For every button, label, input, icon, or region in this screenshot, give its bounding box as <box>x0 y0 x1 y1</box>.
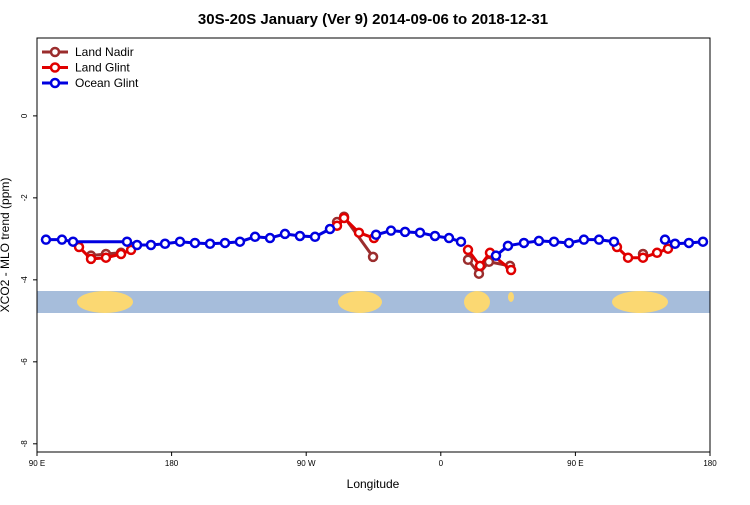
data-point <box>505 264 517 276</box>
x-tick-label: 90 E <box>567 459 583 468</box>
legend-marker <box>49 46 61 58</box>
data-point <box>429 230 441 242</box>
data-point <box>593 234 605 245</box>
data-point <box>67 236 79 247</box>
data-point <box>40 234 52 245</box>
data-point <box>85 253 97 265</box>
data-point <box>294 230 306 242</box>
x-tick-label: 90 E <box>29 459 45 468</box>
data-point <box>370 229 382 241</box>
data-point <box>353 227 365 238</box>
data-point <box>637 252 649 263</box>
data-point <box>324 223 336 235</box>
data-point <box>204 238 216 250</box>
data-point <box>234 236 246 247</box>
y-tick-label: -2 <box>20 194 29 202</box>
y-tick-label: -6 <box>20 358 29 366</box>
data-point <box>121 236 133 247</box>
data-point <box>131 239 143 251</box>
data-point <box>115 248 127 260</box>
data-point <box>608 236 620 247</box>
x-tick-label: 180 <box>703 459 717 468</box>
y-tick-label: -4 <box>20 276 29 284</box>
data-point <box>533 235 545 247</box>
data-point <box>309 231 321 243</box>
x-tick-label: 90 W <box>297 459 316 468</box>
data-point <box>474 260 486 272</box>
data-point <box>100 252 112 263</box>
data-point <box>338 212 350 224</box>
legend-label: Land Glint <box>75 61 130 75</box>
y-axis-label: XCO2 - MLO trend (ppm) <box>0 178 12 313</box>
y-tick-label: 0 <box>20 113 29 118</box>
data-point <box>462 254 474 266</box>
legend-label: Land Nadir <box>75 45 134 59</box>
land <box>338 291 382 313</box>
legend-label: Ocean Glint <box>75 76 139 90</box>
data-point <box>659 234 671 245</box>
data-point <box>159 238 171 250</box>
land <box>464 291 490 313</box>
data-point <box>622 252 634 263</box>
legend-marker <box>49 77 61 89</box>
data-point <box>56 234 68 245</box>
plot-frame <box>36 37 711 453</box>
legend-marker <box>49 62 61 73</box>
data-point <box>279 228 291 240</box>
data-point <box>443 232 455 244</box>
data-point <box>502 240 514 252</box>
data-point <box>683 237 695 249</box>
data-point <box>455 236 467 247</box>
x-axis-label: Longitude <box>347 477 400 491</box>
data-point <box>462 244 474 256</box>
data-point <box>414 227 426 238</box>
data-point <box>651 247 663 259</box>
data-point <box>662 243 674 254</box>
data-point <box>264 232 276 244</box>
data-point <box>518 237 530 249</box>
data-point <box>249 231 261 243</box>
data-point <box>385 225 397 236</box>
data-point <box>399 226 411 238</box>
data-point <box>367 251 379 263</box>
land <box>612 291 668 313</box>
x-tick-label: 180 <box>165 459 179 468</box>
chart-title: 30S-20S January (Ver 9) 2014-09-06 to 20… <box>198 11 548 28</box>
data-point <box>548 236 560 247</box>
data-point <box>490 250 502 261</box>
data-point <box>563 237 575 249</box>
x-tick-label: 0 <box>439 459 444 468</box>
data-point <box>174 236 186 247</box>
map-strip <box>37 291 710 313</box>
land <box>508 292 514 302</box>
data-point <box>578 234 590 245</box>
data-point <box>189 237 201 249</box>
data-point <box>697 236 709 247</box>
land <box>77 291 133 313</box>
data-point <box>669 238 681 250</box>
data-point <box>145 239 157 251</box>
data-point <box>219 237 231 249</box>
y-tick-label: -8 <box>20 440 29 448</box>
